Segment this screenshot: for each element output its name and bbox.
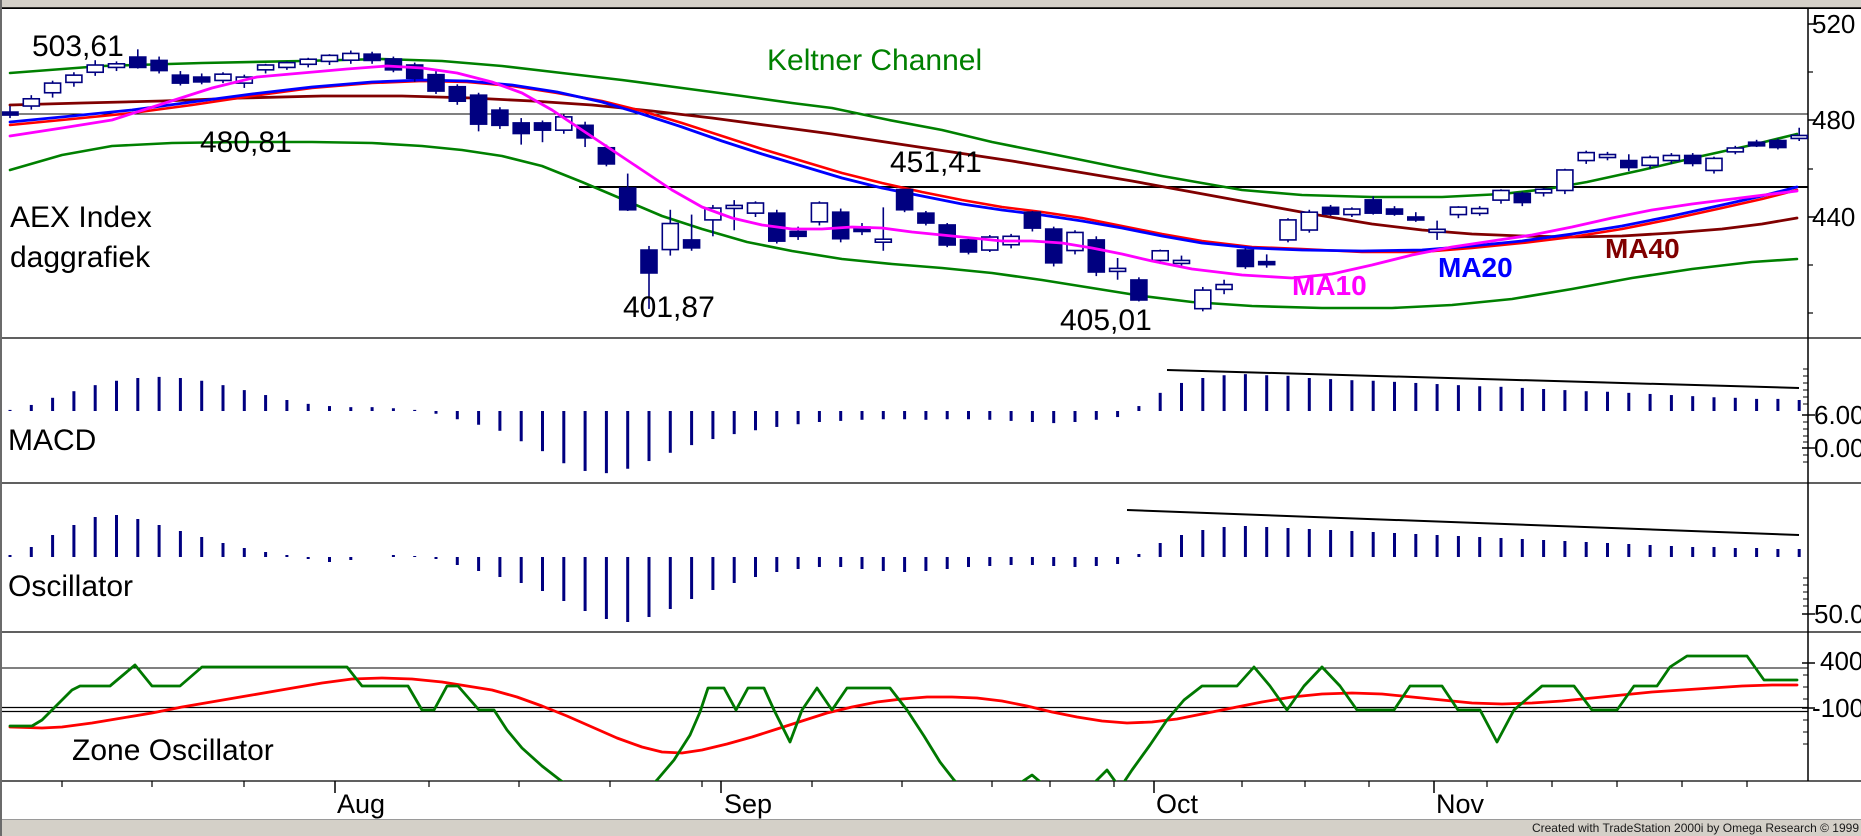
price-low-oct-label: 405,01 [1060, 304, 1152, 337]
price-high-label: 503,61 [32, 30, 124, 63]
oscillator-panel-title: Oscillator [8, 570, 134, 603]
macd-panel-title: MACD [8, 424, 97, 457]
price-panel [2, 49, 1808, 312]
ma10-label: MA10 [1292, 270, 1367, 301]
window-bottom-frame [2, 819, 1861, 836]
macd-axis-tick-6: 6.00 [1814, 400, 1861, 430]
x-axis-month-sep: Sep [724, 789, 773, 819]
price-level-451-label: 451,41 [890, 146, 982, 179]
macd-axis-tick-0: 0.00 [1814, 433, 1861, 463]
zone-axis-tick-400: 400 [1820, 646, 1861, 676]
x-axis-month-oct: Oct [1156, 789, 1199, 819]
price-low-aug-label: 401,87 [623, 291, 715, 324]
price-level-480-label: 480,81 [200, 126, 292, 159]
copyright-text: Created with TradeStation 2000i by Omega… [1531, 821, 1859, 835]
x-axis-month-aug: Aug [337, 789, 386, 819]
keltner-channel-label: Keltner Channel [767, 44, 983, 77]
x-axis-month-nov: Nov [1436, 789, 1485, 819]
price-axis-tick-440: 440 [1812, 202, 1856, 232]
zone-oscillator-panel [2, 654, 1808, 781]
zone-oscillator-panel-title: Zone Oscillator [72, 734, 274, 767]
oscillator-axis-tick-50: 50.00 [1814, 599, 1861, 629]
candlesticks [2, 49, 1808, 312]
zone-axis-tick-minus100: -100 [1812, 693, 1861, 723]
ma40-label: MA40 [1605, 233, 1680, 264]
macd-panel [8, 369, 1801, 474]
symbol-interval: daggrafiek [10, 241, 151, 274]
price-axis-tick-480: 480 [1812, 105, 1856, 135]
axis-ticks [61, 23, 1817, 793]
symbol-name: AEX Index [10, 201, 152, 234]
ma20-label: MA20 [1438, 252, 1513, 283]
oscillator-panel [8, 509, 1801, 622]
price-axis-tick-520: 520 [1812, 9, 1856, 39]
